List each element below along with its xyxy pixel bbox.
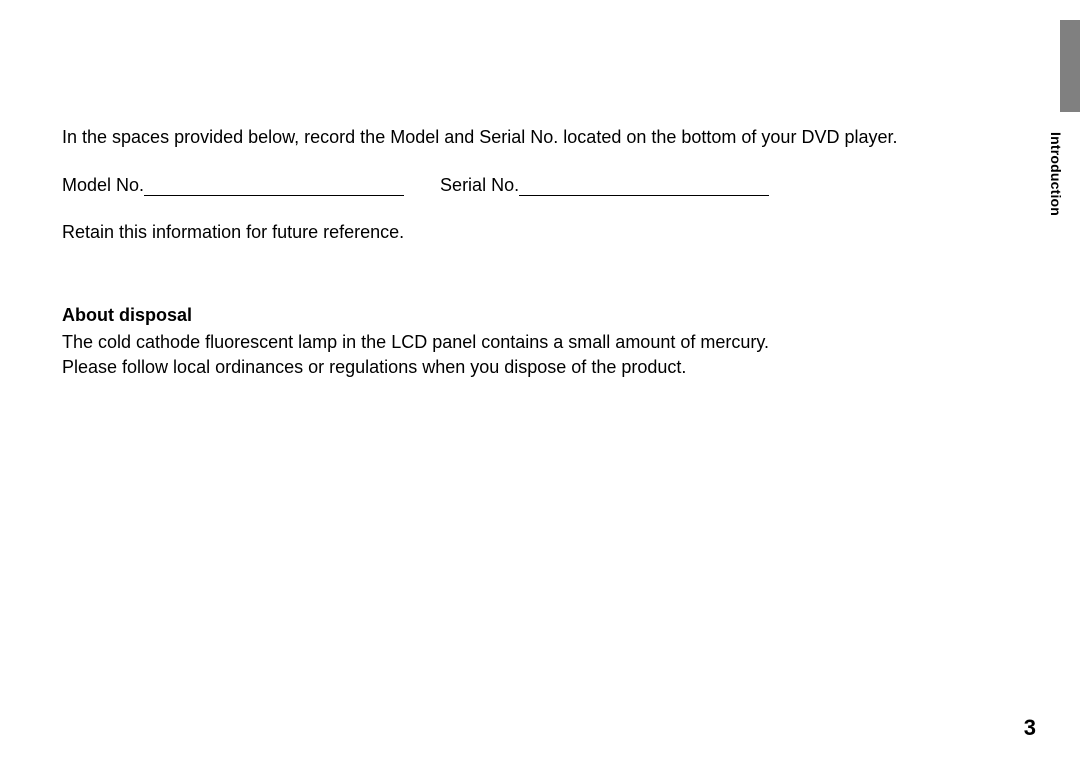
retain-text: Retain this information for future refer… bbox=[62, 222, 970, 243]
serial-no-label: Serial No. bbox=[440, 175, 519, 196]
about-disposal-heading: About disposal bbox=[62, 305, 970, 326]
section-tab bbox=[1060, 20, 1080, 112]
disposal-text-line2: Please follow local ordinances or regula… bbox=[62, 355, 970, 379]
model-serial-row: Model No. Serial No. bbox=[62, 175, 970, 196]
serial-field: Serial No. bbox=[440, 175, 769, 196]
model-no-label: Model No. bbox=[62, 175, 144, 196]
manual-page: Introduction In the spaces provided belo… bbox=[0, 0, 1080, 763]
record-instruction-text: In the spaces provided below, record the… bbox=[62, 125, 970, 149]
page-number: 3 bbox=[1024, 715, 1036, 741]
model-field: Model No. bbox=[62, 175, 404, 196]
serial-no-blank bbox=[519, 195, 769, 196]
disposal-text-line1: The cold cathode fluorescent lamp in the… bbox=[62, 330, 970, 354]
model-no-blank bbox=[144, 195, 404, 196]
section-label: Introduction bbox=[1048, 132, 1064, 216]
